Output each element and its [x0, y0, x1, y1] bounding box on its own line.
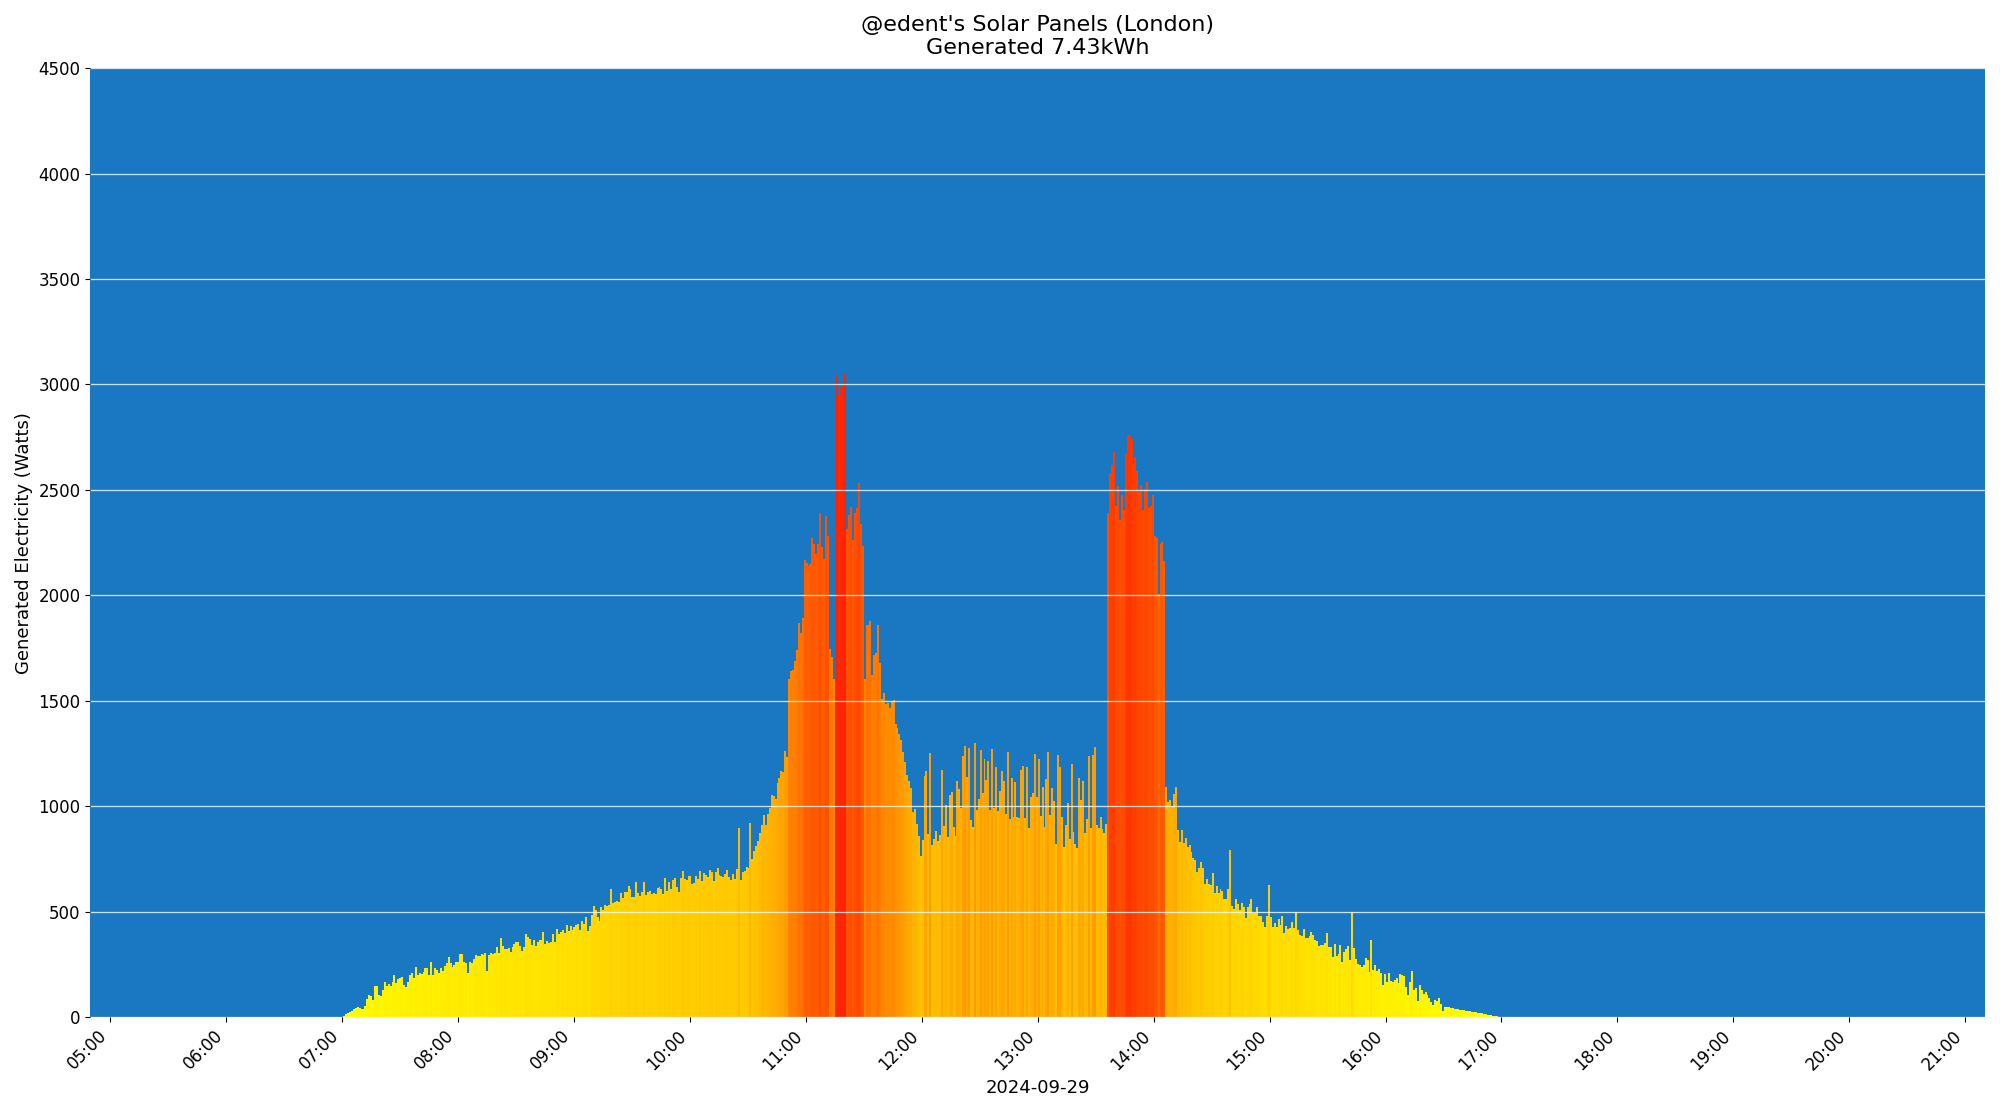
Y-axis label: Generated Electricity (Watts): Generated Electricity (Watts)	[14, 411, 32, 674]
X-axis label: 2024-09-29: 2024-09-29	[986, 1079, 1090, 1098]
Title: @edent's Solar Panels (London)
Generated 7.43kWh: @edent's Solar Panels (London) Generated…	[862, 14, 1214, 58]
